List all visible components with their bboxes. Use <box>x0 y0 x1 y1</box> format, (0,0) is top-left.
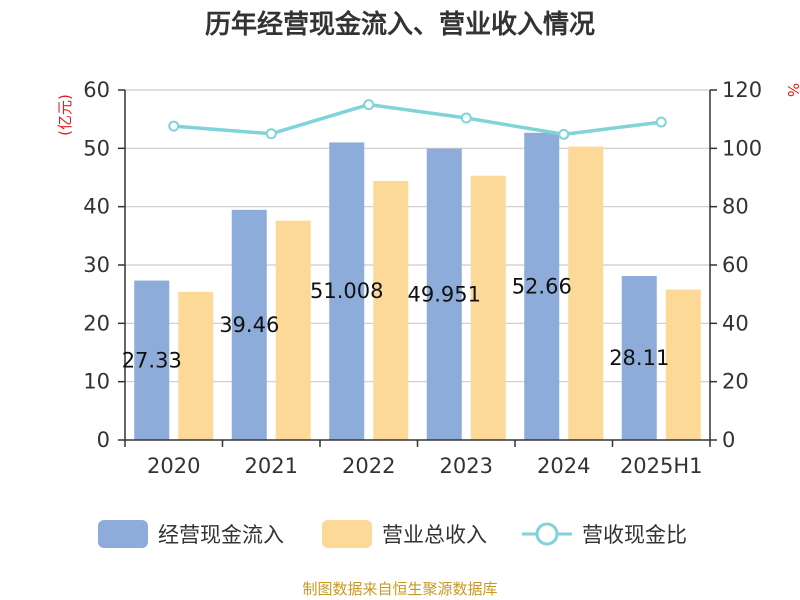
cash-inflow-bar <box>329 142 365 441</box>
bars <box>134 132 701 441</box>
right-tick-label: 40 <box>722 311 749 335</box>
x-tick-label: 2021 <box>245 454 298 478</box>
legend-swatch-ratio-marker <box>535 522 559 546</box>
cash-inflow-bar <box>134 280 170 440</box>
x-tick-label: 2020 <box>147 454 200 478</box>
cash-inflow-data-label: 28.11 <box>609 346 669 370</box>
left-tick-label: 60 <box>83 78 110 102</box>
right-axis-unit: % <box>784 83 800 97</box>
cash-inflow-bar <box>231 209 267 440</box>
left-tick-label: 50 <box>83 136 110 160</box>
axes: 0 10 20 30 40 50 60 0 20 40 60 80 100 120 2020 2021 2022… <box>83 78 762 478</box>
cash-inflow-data-label: 27.33 <box>122 348 182 372</box>
left-tick-label: 10 <box>83 370 110 394</box>
left-axis-unit: (亿元) <box>56 94 74 136</box>
cash-inflow-bar <box>426 148 462 440</box>
left-tick-label: 30 <box>83 253 110 277</box>
revenue-bar <box>275 220 311 440</box>
right-tick-label: 100 <box>722 136 762 160</box>
ratio-point <box>168 120 180 132</box>
legend: 经营现金流入 营业总收入 营收现金比 <box>98 520 687 548</box>
x-tick-label: 2024 <box>537 454 590 478</box>
revenue-bar <box>178 291 214 440</box>
cash-inflow-data-label: 51.008 <box>310 279 383 303</box>
left-tick-label: 0 <box>97 428 110 452</box>
ratio-line-path <box>173 102 662 137</box>
left-tick-label: 20 <box>83 311 110 335</box>
cash-inflow-bar <box>621 276 657 440</box>
data-labels: 27.33 39.46 51.008 49.951 52.66 28.11 <box>122 274 670 372</box>
revenue-bar <box>373 181 409 440</box>
cash-inflow-data-label: 39.46 <box>219 313 279 337</box>
ratio-line <box>168 99 667 140</box>
x-tick-label: 2022 <box>342 454 395 478</box>
cash-inflow-data-label: 49.951 <box>408 282 481 306</box>
revenue-bar <box>568 146 604 441</box>
right-tick-label: 80 <box>722 195 749 219</box>
right-tick-label: 120 <box>722 78 762 102</box>
left-tick-label: 40 <box>83 195 110 219</box>
x-tick-label: 2023 <box>440 454 493 478</box>
source-note: 制图数据来自恒生聚源数据库 <box>302 580 497 598</box>
right-tick-label: 0 <box>722 428 735 452</box>
cash-inflow-data-label: 52.66 <box>512 274 572 298</box>
legend-label-ratio: 营收现金比 <box>582 523 687 547</box>
ratio-point <box>460 112 472 124</box>
cash-inflow-bar <box>524 132 560 441</box>
right-tick-label: 60 <box>722 253 749 277</box>
chart-title: 历年经营现金流入、营业收入情况 <box>205 9 595 40</box>
revenue-bar <box>470 175 506 440</box>
ratio-point <box>558 128 570 140</box>
legend-label-cash-inflow: 经营现金流入 <box>158 523 284 547</box>
ratio-point <box>363 99 375 111</box>
revenue-bar <box>665 289 701 440</box>
ratio-point <box>265 128 277 140</box>
ratio-point <box>655 116 667 128</box>
legend-swatch-cash-inflow <box>98 520 148 548</box>
legend-label-revenue: 营业总收入 <box>382 523 487 547</box>
grid-lines <box>125 89 710 383</box>
x-tick-label: 2025H1 <box>620 454 703 478</box>
right-tick-label: 20 <box>722 370 749 394</box>
legend-swatch-revenue <box>322 520 372 548</box>
